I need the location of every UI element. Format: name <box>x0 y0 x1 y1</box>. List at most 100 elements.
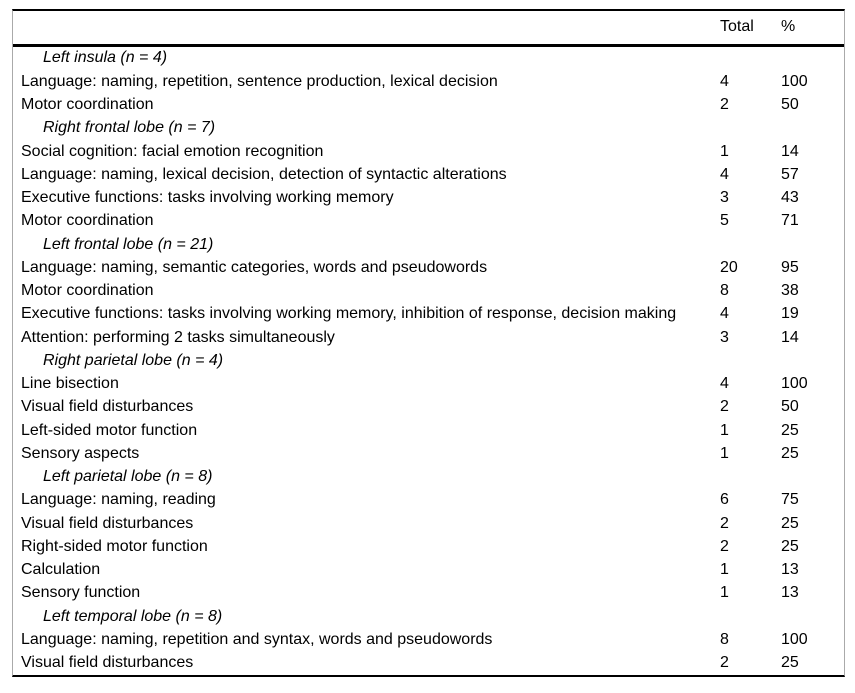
row-percent: 43 <box>781 189 799 207</box>
row-label: Language: naming, semantic categories, w… <box>21 258 488 276</box>
section-total-empty <box>718 605 781 628</box>
section-title: Right parietal lobe (n = 4) <box>43 351 224 369</box>
row-percent: 14 <box>781 142 799 160</box>
row-label: Executive functions: tasks involving wor… <box>21 305 677 323</box>
section-title: Left parietal lobe (n = 8) <box>43 468 213 486</box>
row-total: 20 <box>720 258 738 276</box>
row-percent: 50 <box>781 398 799 416</box>
row-label: Visual field disturbances <box>21 654 194 672</box>
row-total: 4 <box>720 305 729 323</box>
row-percent: 13 <box>781 584 799 602</box>
row-percent: 25 <box>781 444 799 462</box>
section-header-row: Left frontal lobe (n = 21) <box>13 233 844 256</box>
table-row: Motor coordination 8 38 <box>13 279 844 302</box>
row-total: 6 <box>720 491 729 509</box>
section-percent-empty <box>781 349 844 372</box>
table-row: Executive functions: tasks involving wor… <box>13 303 844 326</box>
table-row: Language: naming, repetition and syntax,… <box>13 628 844 651</box>
section-title: Right frontal lobe (n = 7) <box>43 119 216 137</box>
row-label: Visual field disturbances <box>21 514 194 532</box>
row-label: Language: naming, reading <box>21 491 216 509</box>
table-row: Executive functions: tasks involving wor… <box>13 186 844 209</box>
table-row: Language: naming, semantic categories, w… <box>13 256 844 279</box>
table-row: Sensory aspects 1 25 <box>13 442 844 465</box>
section-header-row: Left parietal lobe (n = 8) <box>13 465 844 488</box>
section-header-row: Right frontal lobe (n = 7) <box>13 117 844 140</box>
row-total: 2 <box>720 96 729 114</box>
row-total: 1 <box>720 561 729 579</box>
table-row: Language: naming, reading 6 75 <box>13 489 844 512</box>
row-total: 3 <box>720 189 729 207</box>
row-total: 1 <box>720 444 729 462</box>
row-total: 2 <box>720 654 729 672</box>
row-label: Executive functions: tasks involving wor… <box>21 189 394 207</box>
row-label: Motor coordination <box>21 96 154 114</box>
section-header-row: Left temporal lobe (n = 8) <box>13 605 844 628</box>
row-total: 4 <box>720 165 729 183</box>
table-row: Line bisection 4 100 <box>13 372 844 395</box>
row-label: Left-sided motor function <box>21 421 198 439</box>
section-percent-empty <box>781 605 844 628</box>
row-total: 8 <box>720 282 729 300</box>
row-label: Language: naming, repetition and syntax,… <box>21 630 493 648</box>
row-label: Sensory function <box>21 584 141 602</box>
row-percent: 75 <box>781 491 799 509</box>
row-label: Visual field disturbances <box>21 398 194 416</box>
row-percent: 25 <box>781 421 799 439</box>
row-total: 8 <box>720 630 729 648</box>
row-percent: 57 <box>781 165 799 183</box>
table-row: Attention: performing 2 tasks simultaneo… <box>13 326 844 349</box>
section-percent-empty <box>781 233 844 256</box>
results-table: Total % Left insula (n = 4) Language: na… <box>13 11 844 675</box>
table-row: Visual field disturbances 2 50 <box>13 396 844 419</box>
table-row: Sensory function 1 13 <box>13 582 844 605</box>
column-header-percent: % <box>781 11 844 47</box>
row-total: 1 <box>720 142 729 160</box>
row-total: 4 <box>720 375 729 393</box>
row-total: 4 <box>720 72 729 90</box>
table-row: Calculation 1 13 <box>13 558 844 581</box>
row-label: Social cognition: facial emotion recogni… <box>21 142 324 160</box>
row-percent: 38 <box>781 282 799 300</box>
section-header-row: Right parietal lobe (n = 4) <box>13 349 844 372</box>
row-percent: 25 <box>781 537 799 555</box>
row-label: Motor coordination <box>21 212 154 230</box>
section-percent-empty <box>781 117 844 140</box>
row-total: 5 <box>720 212 729 230</box>
row-total: 2 <box>720 398 729 416</box>
row-percent: 25 <box>781 514 799 532</box>
row-total: 2 <box>720 514 729 532</box>
row-percent: 50 <box>781 96 799 114</box>
section-percent-empty <box>781 45 844 70</box>
section-percent-empty <box>781 465 844 488</box>
table-row: Left-sided motor function 1 25 <box>13 419 844 442</box>
table-row: Visual field disturbances 2 25 <box>13 512 844 535</box>
section-header-row: Left insula (n = 4) <box>13 45 844 70</box>
table-row: Motor coordination 5 71 <box>13 210 844 233</box>
column-header-total: Total <box>718 11 781 47</box>
row-total: 1 <box>720 584 729 602</box>
table-row: Language: naming, repetition, sentence p… <box>13 70 844 93</box>
row-percent: 100 <box>781 375 808 393</box>
section-total-empty <box>718 349 781 372</box>
table-row: Language: naming, lexical decision, dete… <box>13 163 844 186</box>
row-percent: 95 <box>781 258 799 276</box>
section-title: Left temporal lobe (n = 8) <box>43 607 223 625</box>
section-total-empty <box>718 233 781 256</box>
results-table-container: Total % Left insula (n = 4) Language: na… <box>12 9 845 677</box>
section-total-empty <box>718 45 781 70</box>
table-row: Right-sided motor function 2 25 <box>13 535 844 558</box>
table-row: Motor coordination 2 50 <box>13 93 844 116</box>
row-label: Sensory aspects <box>21 444 140 462</box>
row-percent: 25 <box>781 654 799 672</box>
table-body: Left insula (n = 4) Language: naming, re… <box>13 45 844 675</box>
row-total: 2 <box>720 537 729 555</box>
section-title: Left insula (n = 4) <box>43 49 168 67</box>
row-label: Language: naming, repetition, sentence p… <box>21 72 498 90</box>
row-label: Calculation <box>21 561 101 579</box>
table-header-row: Total % <box>13 11 844 47</box>
table-row: Visual field disturbances 2 25 <box>13 651 844 675</box>
section-title: Left frontal lobe (n = 21) <box>43 235 214 253</box>
row-percent: 19 <box>781 305 799 323</box>
row-label: Right-sided motor function <box>21 537 208 555</box>
